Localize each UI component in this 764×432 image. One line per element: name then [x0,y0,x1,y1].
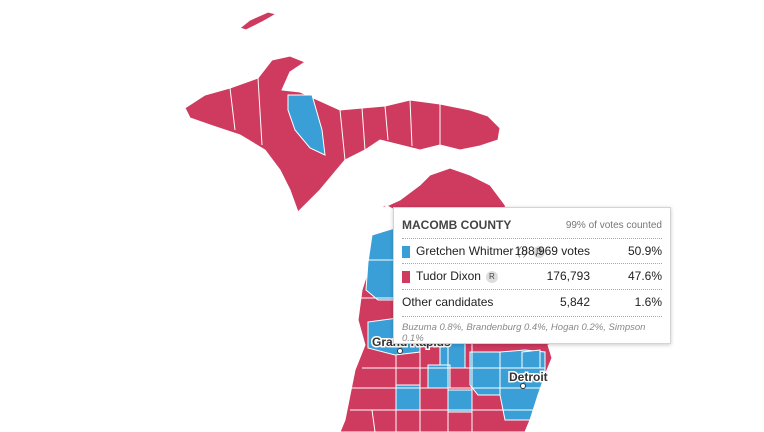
county[interactable] [395,384,421,411]
incumbent: (i) [517,244,529,258]
county-border [409,99,413,147]
county-border [339,109,346,161]
candidate-name: Gretchen Whitmer [416,244,514,258]
county-border [229,87,236,131]
candidate: Tudor Dixon R [416,269,498,283]
candidate: Gretchen Whitmer (i) D [416,244,546,258]
candidate-row: Tudor Dixon R 176,793 47.6% [402,263,662,288]
city-label: Detroit [509,370,548,384]
swatch [402,246,410,258]
tooltip: MACOMB COUNTY 99% of votes counted Gretc… [393,207,671,344]
other-name: Other candidates [402,295,494,309]
party: D [533,246,546,258]
votes: 176,793 [546,269,590,283]
city-dot [520,383,526,389]
county-border [371,409,376,432]
party: R [485,271,498,283]
percent: 1.6% [634,295,662,309]
county[interactable] [365,227,396,301]
county-title: MACOMB COUNTY [402,218,512,232]
city-dot [397,348,403,354]
county[interactable] [287,94,326,156]
isle-royale[interactable] [238,11,278,31]
candidate-name: Tudor Dixon [416,269,481,283]
county[interactable] [447,389,473,413]
county-border [361,107,366,151]
footnote: Buzuma 0.8%, Brandenburg 0.4%, Hogan 0.2… [402,316,662,344]
county[interactable] [521,349,541,369]
reporting: 99% of votes counted [565,220,662,231]
percent: 47.6% [627,269,662,283]
votes: 188,969 votes [514,244,590,258]
county-border [384,105,389,141]
county-border [257,77,263,146]
county[interactable] [469,351,501,396]
percent: 50.9% [627,244,662,258]
swatch [402,271,410,283]
votes: 5,842 [559,295,590,309]
candidate-row: Gretchen Whitmer (i) D 188,969 votes 50.9% [402,238,662,263]
other-row: Other candidates 5,842 1.6% [402,289,662,314]
